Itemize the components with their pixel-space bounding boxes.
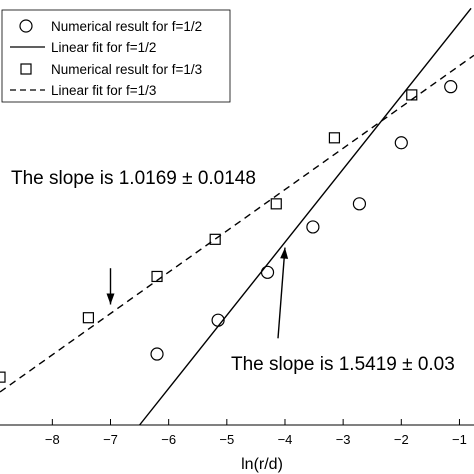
data-point-f12 <box>260 265 275 279</box>
x-tick-label: −8 <box>45 432 60 447</box>
x-axis-label: ln(r/d) <box>241 456 283 473</box>
legend-label-f13-fit: Linear fit for f=1/3 <box>51 83 156 98</box>
data-point-f12 <box>211 313 225 327</box>
legend-square-marker <box>20 63 32 75</box>
annotation-arrow-head <box>280 247 289 259</box>
data-point-f12 <box>352 197 367 211</box>
annotation-slope-f12: The slope is 1.5419 ± 0.03 <box>231 354 455 375</box>
x-tick-label: −1 <box>452 432 467 447</box>
data-point-f13 <box>82 312 95 324</box>
plot-area <box>0 7 474 426</box>
legend-label-f12-fit: Linear fit for f=1/2 <box>51 40 156 55</box>
annotation-arrows <box>106 247 289 339</box>
legend-label-f12-points: Numerical result for f=1/2 <box>51 19 202 34</box>
fit-lines <box>0 7 474 426</box>
legend-circle-marker <box>19 19 33 33</box>
legend: Numerical result for f=1/2 Linear fit fo… <box>1 9 231 103</box>
data-point-f13 <box>270 198 282 210</box>
annotation-arrow-shaft <box>277 247 286 339</box>
data-point-f13 <box>328 132 341 144</box>
annotation-arrow-head <box>106 293 115 305</box>
annotation-texts: The slope is 1.0169 ± 0.0148 The slope i… <box>11 168 455 375</box>
data-point-f13 <box>406 89 418 101</box>
x-tick-label: −3 <box>336 432 351 447</box>
data-point-f13 <box>0 371 6 383</box>
x-tick-label: −7 <box>103 432 118 447</box>
data-point-f12 <box>306 220 320 234</box>
x-tick-label: −5 <box>219 432 234 447</box>
x-tick-label: −4 <box>278 432 293 447</box>
x-tick-label: −2 <box>394 432 409 447</box>
fit-line-f13 <box>0 54 474 393</box>
x-axis-ticks: −8 −7 −6 −5 −4 −3 −2 −1 <box>45 419 467 447</box>
data-point-f13 <box>151 270 163 283</box>
annotation-slope-f13: The slope is 1.0169 ± 0.0148 <box>11 168 256 189</box>
data-point-f12 <box>150 347 164 361</box>
x-tick-label: −6 <box>161 432 176 447</box>
data-point-f13 <box>209 233 221 245</box>
data-point-f12 <box>394 136 408 150</box>
data-markers <box>0 80 458 383</box>
data-point-f12 <box>444 80 458 94</box>
fit-line-f12 <box>139 7 472 426</box>
legend-box <box>1 9 231 103</box>
legend-label-f13-points: Numerical result for f=1/3 <box>51 62 202 77</box>
